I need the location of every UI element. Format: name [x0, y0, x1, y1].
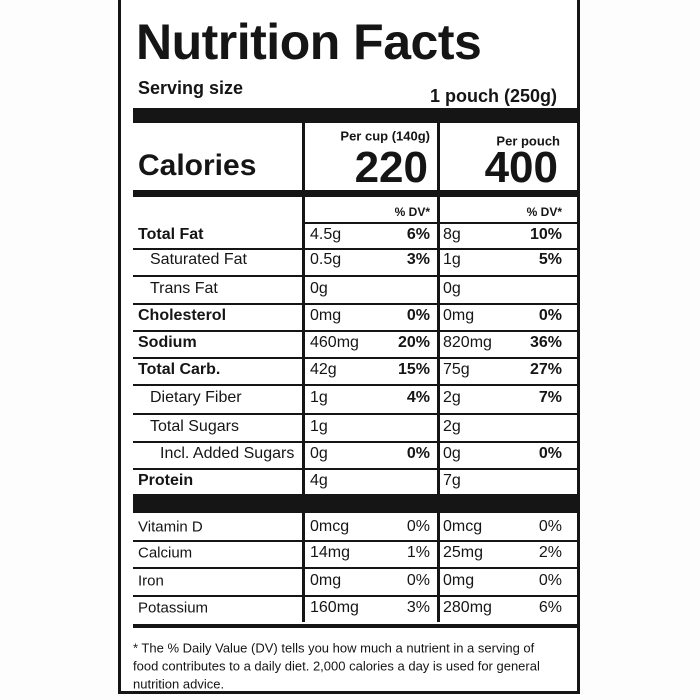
daily-value: 15%	[397, 361, 430, 378]
rule	[133, 357, 578, 359]
rule	[133, 595, 578, 597]
daily-value: 1%	[406, 544, 430, 561]
amount: 0mg	[443, 307, 475, 324]
nutrient-name: Dietary Fiber	[150, 389, 242, 406]
amount: 75g	[443, 361, 470, 378]
amount: 0g	[443, 445, 461, 462]
amount: 0g	[310, 280, 328, 297]
nutrient-name: Sodium	[138, 334, 197, 351]
amount: 280mg	[443, 599, 492, 616]
rule	[302, 222, 578, 224]
nutrient-name: Total Carb.	[138, 361, 221, 378]
daily-value: 0%	[538, 307, 562, 324]
amount: 820mg	[443, 334, 492, 351]
nutrient-name: Iron	[138, 572, 164, 590]
amount: 2g	[443, 389, 461, 406]
daily-value: 7%	[538, 389, 562, 406]
amount: 0mcg	[310, 518, 350, 535]
footnote-line: food contributes to a daily diet. 2,000 …	[133, 658, 540, 674]
footnote-line: nutrition advice.	[133, 676, 225, 692]
rule	[133, 441, 578, 443]
rule	[133, 468, 578, 470]
daily-value: 0%	[406, 518, 430, 535]
amount: 25mg	[443, 544, 484, 561]
rule	[133, 303, 578, 305]
daily-value: 0%	[538, 518, 562, 535]
dv-header: % DV*	[394, 205, 430, 219]
calories-value: 220	[354, 143, 428, 192]
column-rule	[302, 122, 305, 622]
daily-value: 5%	[538, 251, 562, 268]
serving-value: 1 pouch (250g)	[429, 86, 557, 106]
nutrient-name: Saturated Fat	[150, 251, 247, 268]
daily-value: 3%	[406, 251, 430, 268]
daily-value: 36%	[529, 334, 562, 351]
rule	[133, 384, 578, 386]
rule	[133, 567, 578, 569]
amount: 0mg	[310, 307, 342, 324]
calories-value: 400	[484, 143, 558, 192]
dv-header: % DV*	[526, 205, 562, 219]
daily-value: 0%	[406, 445, 430, 462]
rule	[133, 413, 578, 415]
nutrient-name: Protein	[138, 472, 194, 489]
nutrient-name: Trans Fat	[150, 280, 218, 297]
amount: 0g	[310, 445, 328, 462]
nutrient-name: Total Sugars	[150, 418, 239, 435]
daily-value: 0%	[406, 572, 430, 589]
amount: 1g	[310, 418, 328, 435]
serving-label: Serving size	[138, 78, 244, 98]
amount: 1g	[310, 389, 328, 406]
rule	[133, 540, 578, 542]
daily-value: 0%	[406, 307, 430, 324]
daily-value: 3%	[406, 599, 430, 616]
nutrient-name: Potassium	[138, 599, 209, 617]
calories-label: Calories	[138, 149, 257, 182]
daily-value: 10%	[529, 226, 562, 243]
rule	[133, 248, 578, 250]
nutrient-name: Total Fat	[138, 226, 204, 243]
daily-value: 0%	[538, 572, 562, 589]
amount: 160mg	[310, 599, 359, 616]
daily-value: 27%	[529, 361, 562, 378]
thick-rule	[133, 108, 578, 123]
amount: 0mcg	[443, 518, 483, 535]
nutrient-name: Calcium	[138, 544, 193, 562]
column-header: Per pouch	[496, 133, 560, 149]
amount: 0mg	[443, 572, 475, 589]
amount: 0g	[443, 280, 461, 297]
amount: 8g	[443, 226, 461, 243]
amount: 0.5g	[310, 251, 342, 268]
thick-rule	[133, 624, 578, 628]
thick-rule	[133, 190, 578, 197]
footnote-line: * The % Daily Value (DV) tells you how m…	[133, 640, 535, 656]
amount: 2g	[443, 418, 461, 435]
nutrient-name: Incl. Added Sugars	[160, 445, 295, 462]
amount: 460mg	[310, 334, 359, 351]
rule	[133, 330, 578, 332]
daily-value: 20%	[397, 334, 430, 351]
nutrient-name: Cholesterol	[138, 307, 227, 324]
column-rule	[437, 122, 440, 622]
amount: 14mg	[310, 544, 351, 561]
daily-value: 2%	[538, 544, 562, 561]
amount: 4g	[310, 472, 328, 489]
amount: 1g	[443, 251, 461, 268]
thick-rule	[133, 494, 578, 513]
rule	[133, 275, 578, 277]
amount: 7g	[443, 472, 461, 489]
nutrient-name: Vitamin D	[138, 518, 203, 536]
daily-value: 6%	[406, 226, 430, 243]
amount: 4.5g	[310, 226, 342, 243]
daily-value: 0%	[538, 445, 562, 462]
daily-value: 6%	[538, 599, 562, 616]
column-header: Per cup (140g)	[340, 128, 430, 144]
amount: 42g	[310, 361, 337, 378]
daily-value: 4%	[406, 389, 430, 406]
title: Nutrition Facts	[136, 14, 482, 70]
amount: 0mg	[310, 572, 342, 589]
